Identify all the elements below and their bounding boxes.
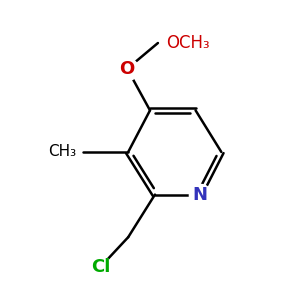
Text: CH₃: CH₃ bbox=[49, 145, 77, 160]
Text: Cl: Cl bbox=[91, 258, 110, 276]
Text: N: N bbox=[192, 186, 207, 204]
Text: OCH₃: OCH₃ bbox=[166, 34, 209, 52]
Text: O: O bbox=[120, 60, 135, 78]
